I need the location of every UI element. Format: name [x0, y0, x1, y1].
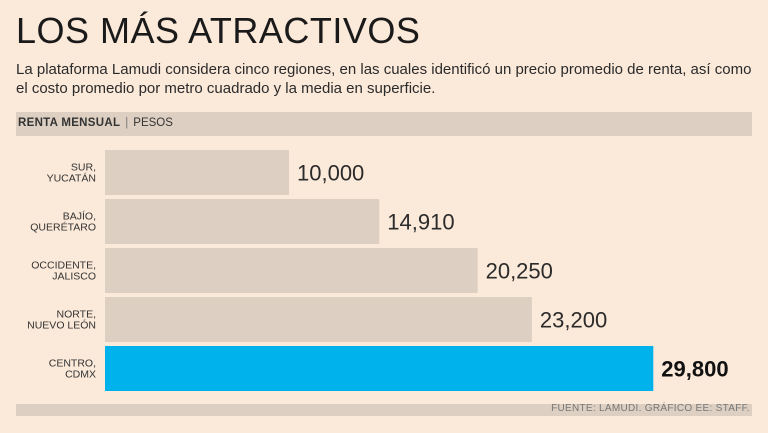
- category-label-3: NORTE, NUEVO LEÓN: [27, 309, 96, 332]
- value-label-1: 14,910: [387, 210, 454, 235]
- subtitle: La plataforma Lamudi considera cinco reg…: [16, 61, 752, 97]
- source-note: FUENTE: LAMUDI. GRÁFICO EE: STAFF.: [551, 403, 750, 414]
- chart-header-band: [16, 112, 752, 136]
- bar-0: [105, 150, 289, 195]
- value-label-4: 29,800: [661, 357, 728, 382]
- chart-header: RENTA MENSUAL | PESOS: [18, 117, 173, 129]
- category-label-0: SUR, YUCATÁN: [47, 162, 96, 185]
- chart-header-separator: |: [125, 117, 129, 129]
- chart-header-unit: PESOS: [133, 117, 173, 129]
- chart-header-label: RENTA MENSUAL: [18, 117, 121, 129]
- value-label-3: 23,200: [540, 308, 607, 333]
- category-label-4: CENTRO, CDMX: [49, 358, 96, 381]
- bar-3: [105, 297, 532, 342]
- page-title: LOS MÁS ATRACTIVOS: [16, 10, 421, 51]
- bar-1: [105, 199, 380, 244]
- bar-4: [105, 346, 654, 391]
- value-label-0: 10,000: [297, 161, 364, 186]
- value-label-2: 20,250: [486, 259, 553, 284]
- category-label-2: OCCIDENTE, JALISCO: [31, 260, 96, 283]
- bar-2: [105, 248, 478, 293]
- footer-band: [16, 404, 752, 416]
- category-label-1: BAJÍO, QUERÉTARO: [30, 210, 96, 234]
